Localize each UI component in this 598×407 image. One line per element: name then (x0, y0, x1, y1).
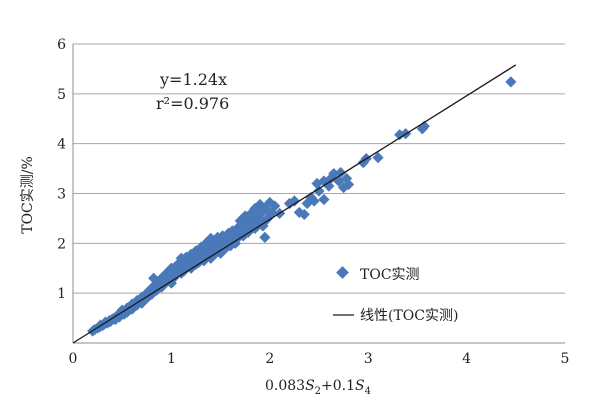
data-point (342, 178, 355, 191)
data-point (257, 220, 269, 232)
legend-scatter-label: TOC实测 (360, 267, 420, 283)
data-point (323, 180, 335, 192)
data-point (328, 167, 340, 180)
y-tick-label: 1 (57, 286, 66, 302)
data-points (87, 76, 517, 337)
legend: TOC实测 线性(TOC实测) (333, 266, 458, 324)
data-point (298, 208, 310, 221)
y-tick-label: 5 (57, 87, 66, 103)
horizontal-gridlines (73, 43, 565, 294)
x-axis-title-prefix: 0.083 (265, 378, 305, 394)
y-tick-label: 3 (57, 187, 66, 203)
data-point (259, 231, 271, 243)
linear-trendline (72, 64, 517, 344)
x-tick-label: 3 (364, 351, 373, 367)
data-point (418, 120, 430, 132)
x-tick-label: 0 (69, 351, 78, 367)
data-point (261, 213, 273, 226)
y-tick-label: 2 (57, 236, 66, 252)
data-point (318, 193, 330, 206)
x-axis-title-mid: +0.1 (321, 378, 355, 394)
y-axis-title: TOC实测/% (20, 156, 36, 234)
data-point (301, 197, 313, 210)
data-point (249, 202, 261, 215)
x-tick-label: 2 (265, 351, 274, 367)
r-squared-label: r²=0.976 (156, 94, 229, 113)
x-axis-title-sub1: 2 (315, 386, 321, 397)
data-point (256, 206, 268, 219)
data-point (165, 277, 177, 289)
legend-trend-label: 线性(TOC实测) (360, 308, 458, 324)
data-point (372, 152, 384, 164)
x-tick-label: 1 (167, 351, 176, 367)
data-point (183, 253, 195, 265)
x-axis-title-sub2: 4 (365, 386, 371, 397)
equation-label: y=1.24x (159, 70, 227, 89)
x-axis-title: 0.083S2+0.1S4 (265, 378, 371, 397)
data-point (313, 185, 325, 197)
x-tick-labels: 0 1 2 3 4 5 (69, 351, 570, 367)
data-point (394, 129, 406, 141)
x-axis-title-var1: S (305, 378, 315, 394)
data-point (288, 195, 300, 207)
x-axis-title-var2: S (355, 378, 365, 394)
data-point (505, 76, 517, 88)
y-tick-label: 4 (57, 137, 66, 153)
data-point (178, 265, 190, 277)
legend-marker-icon (336, 266, 349, 279)
data-point (264, 196, 276, 209)
data-point (254, 212, 266, 225)
data-point (338, 181, 350, 194)
data-point (109, 313, 121, 326)
data-point (172, 263, 184, 275)
data-point (254, 198, 266, 211)
y-tick-labels: 1 2 3 4 5 6 (57, 37, 66, 302)
data-point (335, 166, 347, 179)
data-point (308, 195, 320, 207)
y-tick-label: 6 (57, 37, 66, 53)
data-point (357, 157, 369, 169)
data-point (269, 200, 281, 212)
x-tick-label: 5 (561, 351, 570, 367)
x-tick-label: 4 (462, 351, 471, 367)
